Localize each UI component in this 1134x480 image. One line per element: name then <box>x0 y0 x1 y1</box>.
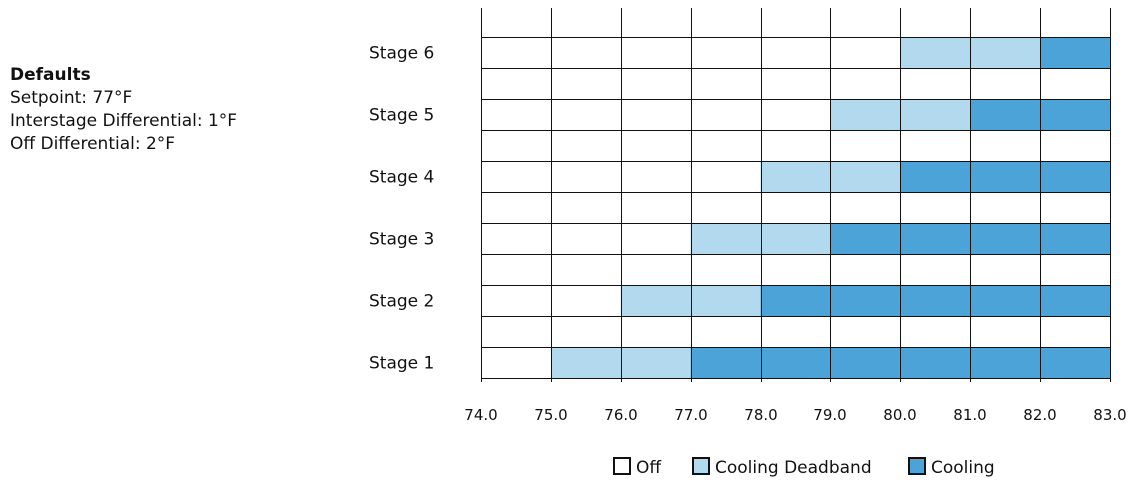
interstage-differential-text: Interstage Differential: 1°F <box>10 111 238 131</box>
bar-segment <box>481 99 831 130</box>
bar-segment <box>550 347 691 378</box>
stage-label: Stage 2 <box>369 292 434 312</box>
defaults-panel: Defaults Setpoint: 77°F Interstage Diffe… <box>10 64 330 156</box>
legend-swatch <box>613 457 631 475</box>
bar-segment <box>481 161 761 192</box>
stage-label: Stage 4 <box>369 168 434 188</box>
bar-segment <box>481 285 621 316</box>
x-tick-label: 82.0 <box>1023 406 1056 424</box>
bar-segment <box>690 223 831 254</box>
off-differential-text: Off Differential: 2°F <box>10 134 176 154</box>
bar-segment <box>1040 37 1110 68</box>
stage-label: Stage 5 <box>369 106 434 126</box>
x-tick-label: 77.0 <box>674 406 707 424</box>
stage-label: Stage 6 <box>369 44 434 64</box>
legend-swatch <box>908 457 926 475</box>
x-tick-label: 78.0 <box>744 406 777 424</box>
defaults-title: Defaults <box>10 65 91 85</box>
x-tick-label: 83.0 <box>1093 406 1126 424</box>
x-tick-label: 76.0 <box>604 406 637 424</box>
legend-swatch <box>692 457 710 475</box>
bar-segment <box>900 161 1110 192</box>
bar-segment <box>760 285 1110 316</box>
stage-label: Stage 3 <box>369 230 434 250</box>
legend-label: Cooling Deadband <box>715 458 872 478</box>
bar-segment <box>481 223 691 254</box>
legend-label: Cooling <box>931 458 995 478</box>
bar-segment <box>481 37 901 68</box>
bar-segment <box>481 347 551 378</box>
x-tick-label: 74.0 <box>464 406 497 424</box>
x-tick-label: 81.0 <box>953 406 986 424</box>
stage-label: Stage 1 <box>369 354 434 374</box>
setpoint-text: Setpoint: 77°F <box>10 88 133 108</box>
x-tick-label: 80.0 <box>883 406 916 424</box>
legend-label: Off <box>636 458 662 478</box>
x-tick-label: 75.0 <box>534 406 567 424</box>
bar-segment <box>620 285 761 316</box>
x-tick-label: 79.0 <box>813 406 846 424</box>
